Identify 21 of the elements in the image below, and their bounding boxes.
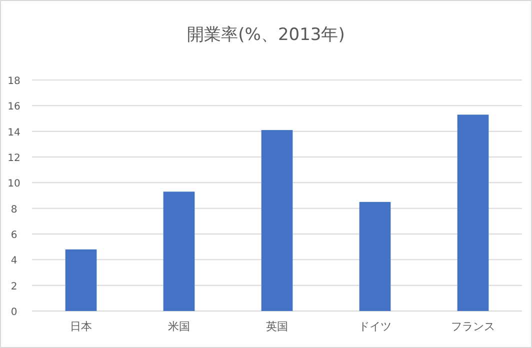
x-tick-label: 英国 (266, 320, 288, 333)
y-tick-label: 16 (8, 102, 20, 113)
x-tick-label: ドイツ (358, 320, 392, 333)
bar (359, 202, 391, 311)
y-tick-label: 2 (10, 281, 18, 292)
chart-title: 開業率(%、2013年) (187, 25, 345, 45)
y-tick-label: 18 (8, 76, 20, 87)
bar (457, 114, 489, 311)
y-tick-label: 10 (8, 178, 20, 190)
x-tick-label: 米国 (168, 320, 190, 333)
bar (65, 249, 97, 311)
y-tick-label: 4 (10, 256, 18, 267)
bar (261, 130, 293, 311)
y-tick-label: 14 (8, 127, 20, 138)
bar (163, 192, 195, 311)
y-tick-label: 0 (10, 307, 18, 318)
x-tick-label: 日本 (70, 320, 92, 333)
y-tick-label: 6 (10, 230, 18, 241)
y-tick-label: 8 (10, 204, 18, 216)
y-tick-label: 12 (8, 153, 20, 164)
x-tick-label: フランス (451, 320, 495, 333)
